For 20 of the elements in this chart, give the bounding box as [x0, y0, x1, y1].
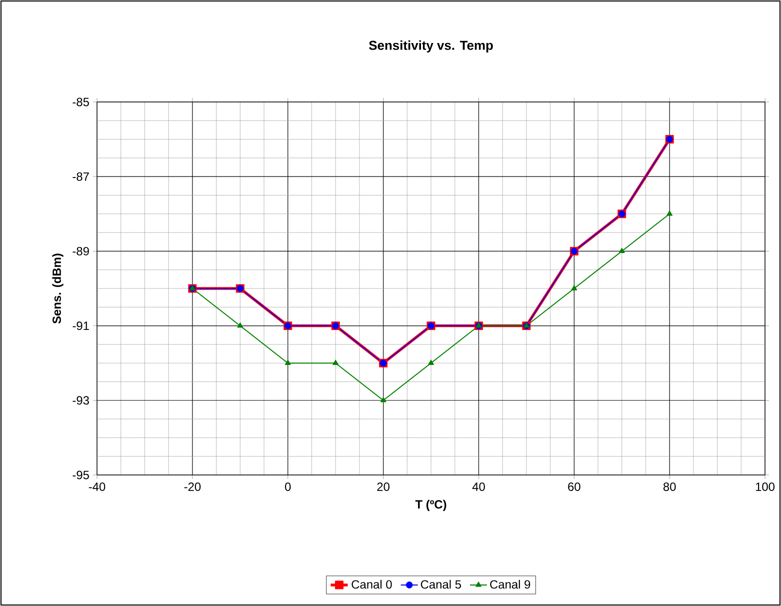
- chart-title: Sensitivity vs. Temp: [369, 40, 493, 52]
- y-tick-label: -95: [72, 470, 89, 480]
- x-tick-label: 100: [756, 482, 775, 491]
- x-tick-label: -40: [88, 482, 106, 491]
- x-tick-label: 20: [377, 482, 390, 491]
- y-tick-label: -87: [72, 172, 89, 181]
- legend-label: Canal 5: [420, 580, 461, 589]
- y-tick-label: -91: [72, 322, 89, 330]
- y-tick-label: -89: [72, 246, 89, 256]
- x-tick-label: -20: [184, 482, 201, 491]
- y-axis-title: Sens. (dBm): [52, 254, 64, 324]
- x-tick-label: 0: [285, 482, 291, 491]
- x-axis-title: T (ºC): [415, 500, 446, 511]
- x-tick-label: 80: [663, 482, 676, 491]
- x-tick-label: 60: [568, 482, 580, 491]
- legend-label: Canal 9: [490, 580, 530, 589]
- y-tick-label: -93: [72, 396, 89, 405]
- y-tick-label: -85: [72, 98, 89, 106]
- x-tick-label: 40: [472, 482, 485, 491]
- legend-label: Canal 0: [352, 580, 392, 589]
